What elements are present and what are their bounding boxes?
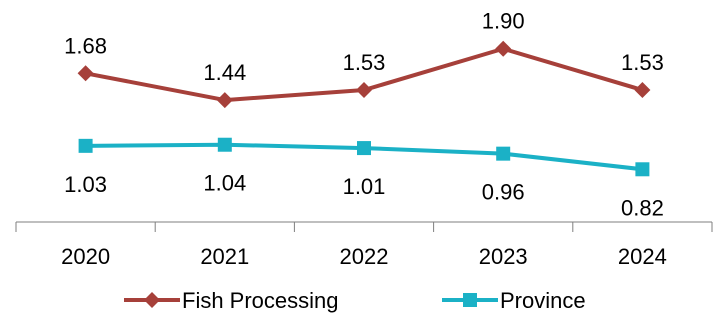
legend-item-fish-processing: Fish Processing [124, 288, 339, 313]
x-tick-label: 2023 [479, 244, 528, 269]
data-label-province: 1.01 [343, 174, 386, 199]
data-point-province [635, 162, 650, 177]
legend-marker-province [463, 293, 477, 307]
data-label-province: 1.04 [203, 171, 246, 196]
legend-item-province: Province [442, 288, 586, 313]
data-point-fish-processing [634, 82, 651, 99]
x-tick-label: 2024 [618, 244, 667, 269]
data-point-province [357, 141, 371, 156]
data-point-province [217, 137, 232, 152]
x-tick-label: 2021 [200, 244, 249, 269]
legend-label-province: Province [500, 288, 586, 313]
x-tick-label: 2022 [340, 244, 389, 269]
data-label-province: 0.96 [482, 180, 525, 205]
data-label-fish-processing: 1.53 [343, 50, 386, 75]
legend-marker-fish-processing [144, 292, 160, 308]
data-label-province: 1.03 [64, 172, 107, 197]
data-label-fish-processing: 1.44 [203, 60, 246, 85]
data-label-fish-processing: 1.90 [482, 9, 525, 34]
data-label-fish-processing: 1.53 [621, 50, 664, 75]
x-tick-label: 2020 [61, 244, 110, 269]
data-label-fish-processing: 1.68 [64, 33, 107, 58]
legend-label-fish-processing: Fish Processing [182, 288, 339, 313]
data-point-fish-processing [495, 40, 512, 57]
x-axis: 2020 2021 2022 2023 2024 [15, 221, 713, 269]
legend: Fish Processing Province [124, 288, 586, 313]
data-point-fish-processing [216, 92, 233, 109]
data-point-province [496, 146, 511, 161]
data-point-fish-processing [77, 65, 94, 82]
plot-area [77, 40, 651, 177]
data-point-province [78, 138, 93, 153]
data-labels: 1.68 1.44 1.53 1.90 1.53 1.03 1.04 1.01 0.96 0.82 [64, 9, 664, 221]
data-point-fish-processing [356, 82, 372, 99]
data-label-province: 0.82 [621, 195, 664, 220]
